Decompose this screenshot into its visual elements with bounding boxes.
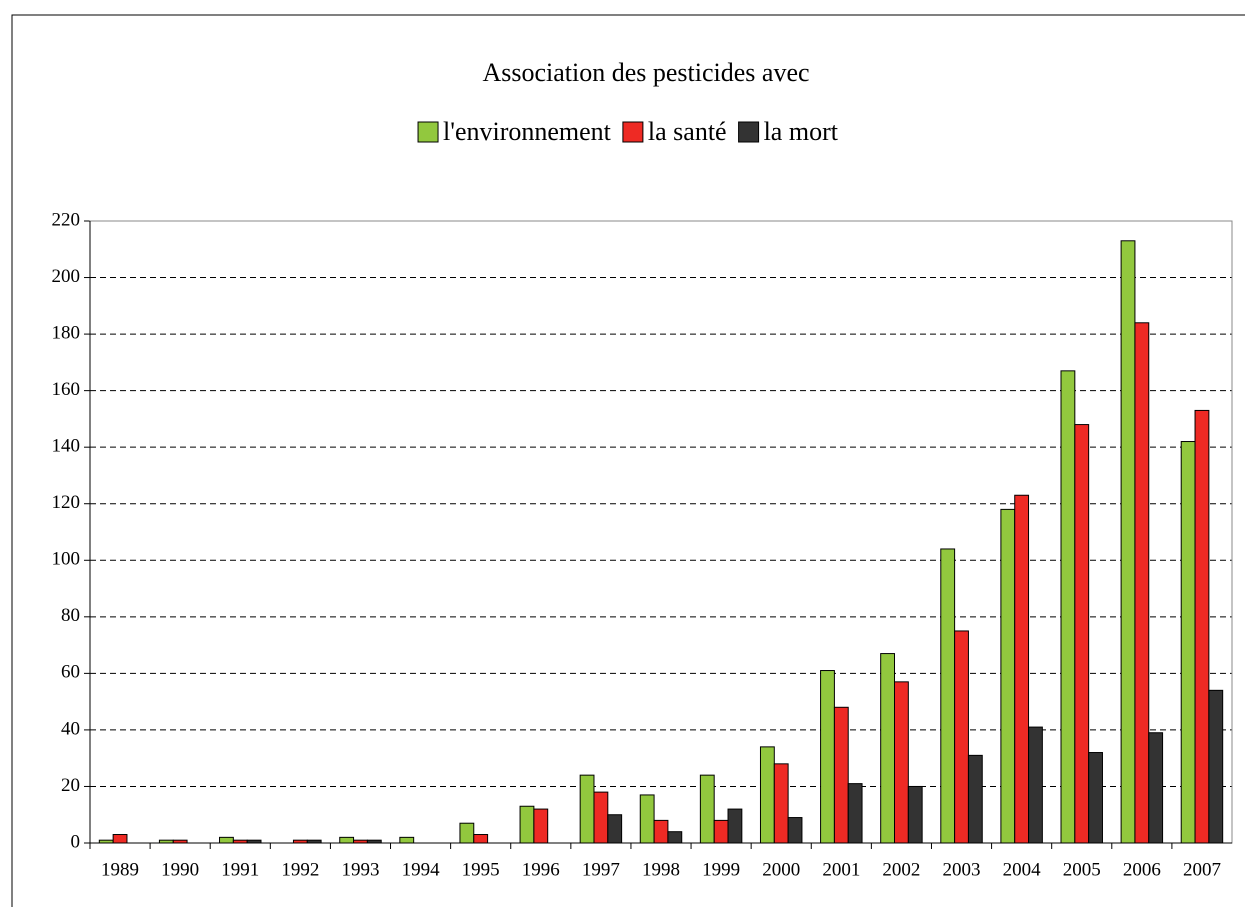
bar [579,774,595,844]
x-tick-label: 1994 [402,859,441,880]
bar [219,836,234,844]
y-tick-label: 200 [52,266,81,287]
bar [727,808,743,844]
x-tick-label: 1993 [341,859,379,880]
bar [473,834,489,844]
y-tick-label: 20 [61,775,80,796]
bar [533,808,549,844]
bar [1074,424,1090,844]
bar [232,839,248,844]
bar [833,706,849,844]
legend-swatch [622,121,644,143]
bar [639,794,655,844]
bar [880,653,896,844]
bar [1194,409,1210,844]
legend: l'environnement la santé la mort [417,117,839,146]
x-tick-label: 2002 [882,859,920,880]
x-tick-label: 2006 [1123,859,1161,880]
chart-title: Association des pesticides avec [482,58,809,87]
bar [759,746,775,844]
bar [907,785,923,844]
bar [1148,732,1164,844]
bar [940,548,956,844]
x-tick-label: 1998 [642,859,680,880]
bar [699,774,715,844]
x-tick-label: 2003 [943,859,981,880]
bar [713,819,729,844]
bar [519,805,535,844]
bar [787,817,803,844]
bar [246,839,262,844]
bar [1088,752,1103,844]
legend-label: l'environnement [443,117,612,146]
bar [1180,441,1196,844]
bar [1134,322,1150,844]
x-tick-label: 2005 [1063,859,1101,880]
bar [1208,689,1224,844]
bar [847,783,863,844]
x-tick-label: 1996 [522,859,560,880]
x-tick-label: 1992 [281,859,319,880]
bar [98,839,114,844]
chart-border [11,14,1245,907]
x-tick-label: 2001 [822,859,860,880]
bar [967,754,983,844]
bar [954,630,969,844]
bar [158,839,174,844]
y-tick-label: 40 [61,718,80,739]
bar [353,839,368,844]
y-tick-label: 220 [52,209,81,230]
x-tick-label: 2007 [1183,859,1221,880]
y-tick-label: 140 [52,436,81,457]
bar [292,839,308,844]
bar [172,839,188,844]
y-tick-label: 160 [52,379,81,400]
x-tick-label: 1990 [161,859,199,880]
legend-label: la santé [648,117,727,146]
bar [366,839,382,844]
y-tick-label: 100 [52,549,81,570]
x-tick-label: 1995 [462,859,500,880]
bar [339,836,355,844]
bar [593,791,609,844]
legend-swatch [738,121,760,143]
bar [820,670,835,844]
bar [306,839,322,844]
x-tick-label: 2004 [1003,859,1042,880]
y-tick-label: 0 [71,831,81,852]
x-tick-label: 1989 [101,859,139,880]
bar [653,819,669,844]
legend-swatch [417,121,439,143]
bar [399,836,415,844]
bar [667,831,683,844]
bar [607,814,623,844]
bar [1000,508,1016,844]
x-tick-label: 1999 [702,859,740,880]
legend-label: la mort [764,117,839,146]
y-tick-label: 120 [52,492,81,513]
x-tick-label: 1997 [582,859,620,880]
x-tick-label: 2000 [762,859,800,880]
y-tick-label: 180 [52,322,81,343]
bar [773,763,789,844]
bar [1014,494,1030,844]
bar [894,681,909,844]
y-tick-label: 60 [61,662,80,683]
y-tick-label: 80 [61,605,80,626]
bar [1028,726,1043,844]
x-tick-label: 1991 [221,859,259,880]
bar [1060,370,1076,844]
bar [459,822,475,844]
bar [1120,240,1136,844]
bar [112,834,128,844]
